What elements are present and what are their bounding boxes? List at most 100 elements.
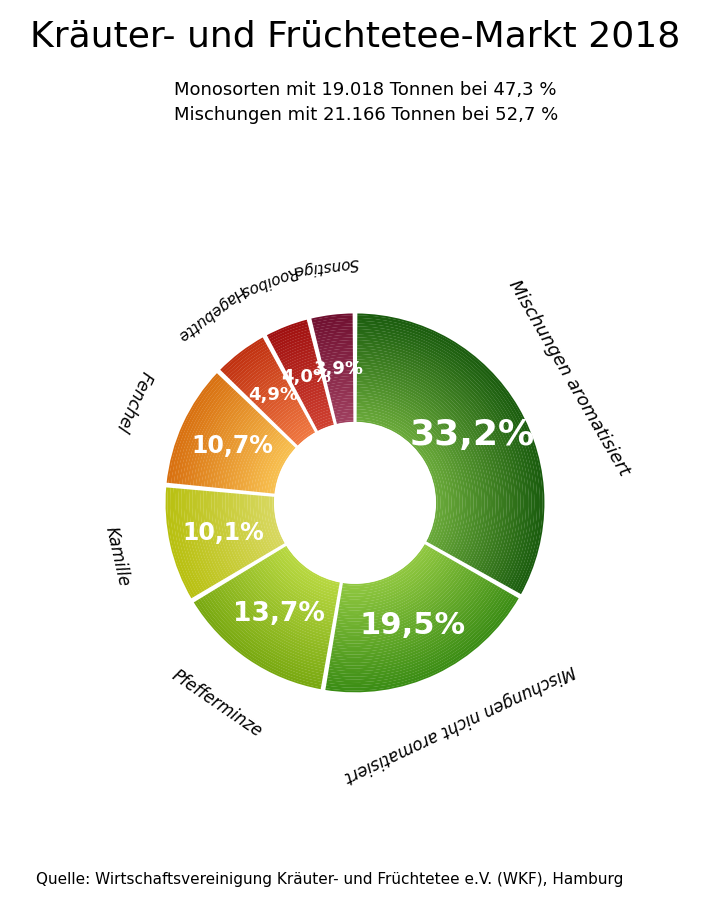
Wedge shape [356, 326, 532, 589]
Wedge shape [356, 412, 446, 547]
Wedge shape [253, 563, 334, 620]
Wedge shape [182, 383, 231, 486]
Wedge shape [356, 395, 463, 555]
Wedge shape [356, 406, 452, 550]
Wedge shape [339, 550, 439, 600]
Text: Mischungen nicht aromatisiert: Mischungen nicht aromatisiert [342, 661, 578, 786]
Wedge shape [178, 488, 205, 593]
Wedge shape [310, 409, 332, 420]
Wedge shape [330, 577, 486, 655]
Wedge shape [356, 382, 476, 562]
Wedge shape [175, 488, 203, 594]
Wedge shape [356, 365, 493, 570]
Wedge shape [214, 490, 236, 575]
Wedge shape [168, 374, 221, 484]
Wedge shape [356, 359, 498, 573]
Wedge shape [280, 348, 316, 365]
Wedge shape [356, 398, 460, 554]
Wedge shape [303, 396, 328, 408]
Wedge shape [239, 360, 278, 392]
Wedge shape [274, 404, 302, 426]
Text: 4,0%: 4,0% [281, 368, 331, 386]
Wedge shape [339, 551, 441, 603]
Wedge shape [209, 590, 325, 672]
Wedge shape [207, 401, 249, 489]
Wedge shape [236, 492, 256, 563]
Wedge shape [218, 585, 327, 661]
Wedge shape [234, 492, 253, 565]
Wedge shape [282, 546, 341, 587]
Wedge shape [356, 409, 449, 549]
Wedge shape [311, 412, 332, 423]
Wedge shape [268, 324, 310, 342]
Wedge shape [327, 384, 354, 391]
Wedge shape [200, 489, 224, 582]
Wedge shape [334, 566, 467, 632]
Wedge shape [231, 492, 251, 566]
Text: 10,7%: 10,7% [191, 435, 273, 459]
Wedge shape [329, 580, 491, 660]
Wedge shape [317, 340, 354, 348]
Text: 10,1%: 10,1% [182, 521, 264, 545]
Wedge shape [248, 428, 279, 492]
Wedge shape [333, 570, 474, 641]
Wedge shape [228, 492, 248, 568]
Wedge shape [326, 379, 354, 385]
Wedge shape [273, 334, 312, 352]
Wedge shape [294, 377, 323, 391]
Wedge shape [356, 318, 540, 593]
Text: 13,7%: 13,7% [233, 602, 324, 628]
Wedge shape [209, 402, 251, 489]
Wedge shape [356, 401, 457, 552]
Wedge shape [273, 446, 297, 495]
Wedge shape [325, 376, 354, 383]
Wedge shape [336, 560, 458, 621]
Wedge shape [263, 558, 337, 609]
Text: Kamille: Kamille [102, 525, 133, 588]
Wedge shape [197, 489, 222, 583]
Wedge shape [261, 495, 277, 550]
Wedge shape [246, 568, 333, 628]
Wedge shape [356, 351, 507, 577]
Wedge shape [356, 357, 501, 574]
Wedge shape [296, 430, 317, 447]
Wedge shape [262, 389, 294, 414]
Wedge shape [356, 415, 443, 546]
Wedge shape [204, 399, 247, 488]
Wedge shape [201, 396, 245, 488]
Wedge shape [272, 401, 300, 424]
Wedge shape [284, 544, 341, 585]
Wedge shape [331, 401, 354, 407]
Wedge shape [314, 329, 354, 337]
Wedge shape [324, 374, 354, 380]
Wedge shape [328, 585, 501, 672]
Wedge shape [275, 550, 339, 595]
Wedge shape [335, 418, 354, 423]
Wedge shape [338, 554, 446, 608]
Wedge shape [320, 354, 354, 361]
Wedge shape [356, 354, 504, 576]
Wedge shape [239, 493, 258, 562]
Circle shape [275, 423, 435, 583]
Wedge shape [337, 558, 453, 616]
Wedge shape [332, 572, 477, 644]
Wedge shape [267, 321, 309, 339]
Text: Fenchel: Fenchel [111, 368, 155, 435]
Wedge shape [337, 559, 455, 619]
Wedge shape [173, 487, 201, 595]
Text: 19,5%: 19,5% [360, 611, 466, 639]
Wedge shape [278, 409, 305, 430]
Wedge shape [207, 592, 325, 674]
Wedge shape [232, 576, 330, 644]
Wedge shape [273, 551, 339, 598]
Wedge shape [339, 552, 444, 605]
Wedge shape [237, 421, 271, 491]
Wedge shape [286, 418, 310, 437]
Wedge shape [327, 588, 506, 677]
Wedge shape [330, 578, 489, 657]
Wedge shape [268, 397, 298, 420]
Wedge shape [225, 491, 246, 568]
Wedge shape [283, 353, 317, 369]
Wedge shape [253, 433, 283, 493]
Wedge shape [356, 329, 529, 587]
